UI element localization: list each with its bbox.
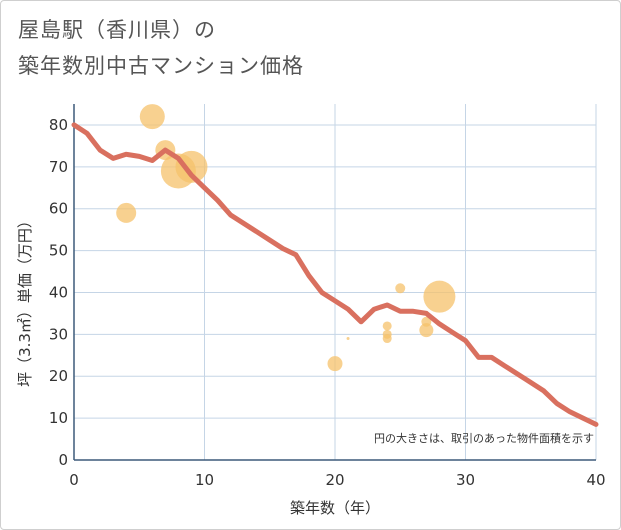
- bubble-point-4: [175, 150, 208, 183]
- y-axis-label: 坪（3.3㎡）単価（万円）: [16, 213, 34, 387]
- y-tick-label-40: 40: [49, 283, 68, 301]
- x-tick-label-40: 40: [586, 471, 605, 489]
- y-tick-label-60: 60: [49, 200, 68, 218]
- y-tick-label-70: 70: [49, 158, 68, 176]
- line-layer: [71, 122, 599, 427]
- bubble-point-10: [395, 283, 406, 294]
- x-tick-label-10: 10: [195, 471, 214, 489]
- bubble-point-5: [327, 356, 343, 372]
- chart-title: 屋島駅（香川県）の 築年数別中古マンション価格: [18, 12, 304, 84]
- chart-title-line1: 屋島駅（香川県）の: [18, 18, 216, 42]
- bubble-point-0: [116, 202, 137, 223]
- y-tick-label-50: 50: [49, 242, 68, 260]
- y-tick-label-30: 30: [49, 325, 68, 343]
- bubble-point-6: [346, 337, 350, 341]
- bubble-point-1: [139, 104, 165, 130]
- grid-lines: [74, 104, 597, 460]
- bubble-layer: [116, 104, 456, 372]
- bubble-point-9: [382, 334, 392, 344]
- size-annotation: 円の大きさは、取引のあった物件面積を示す: [374, 431, 594, 445]
- y-tick-label-80: 80: [49, 116, 68, 134]
- y-tick-label-10: 10: [49, 409, 68, 427]
- y-tick-label-0: 0: [58, 451, 68, 469]
- bubble-point-12: [419, 323, 434, 338]
- tick-labels: 0 10 20 30 40 0 10 20 30 40 50 60 70 80: [49, 116, 606, 489]
- x-tick-label-0: 0: [69, 471, 79, 489]
- chart-title-line2: 築年数別中古マンション価格: [18, 54, 304, 78]
- trend-line: [71, 122, 599, 427]
- axes: [73, 104, 596, 461]
- bubble-point-13: [423, 280, 456, 313]
- x-axis-label: 築年数（年）: [290, 499, 380, 517]
- y-tick-label-20: 20: [49, 367, 68, 385]
- bubble-point-7: [382, 321, 392, 331]
- x-tick-label-30: 30: [456, 471, 475, 489]
- x-tick-label-20: 20: [325, 471, 344, 489]
